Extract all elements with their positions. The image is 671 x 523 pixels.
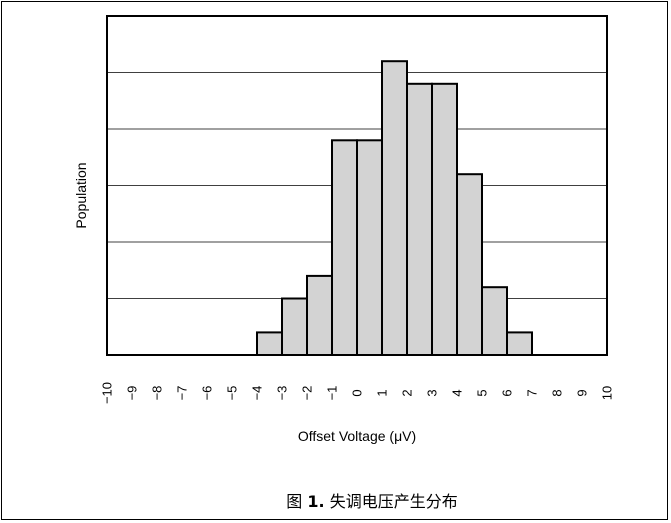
x-tick-label: −5 [225, 386, 240, 401]
x-tick-label: 1 [375, 389, 390, 396]
x-tick-label: −6 [200, 386, 215, 401]
bar [406, 82, 433, 357]
bar [506, 331, 533, 356]
x-tick-label: −4 [250, 386, 265, 401]
x-tick-label: 8 [550, 389, 565, 396]
y-axis-label: Population [73, 162, 89, 228]
x-tick-labels: −10 −9 −8 −7 −6 −5 −4 −3 −2 −1 0 1 2 3 4 5 6 7 8 9 10 [100, 382, 615, 404]
bars-group [256, 60, 533, 357]
caption-prefix: 图 [286, 492, 307, 511]
x-tick-label: 5 [475, 389, 490, 396]
bar [331, 139, 358, 356]
bar [481, 286, 508, 357]
x-tick-label: 4 [450, 389, 465, 396]
x-tick-label: 10 [600, 386, 615, 400]
x-tick-label: −8 [150, 386, 165, 401]
x-tick-label: −2 [300, 386, 315, 401]
x-tick-label: −7 [175, 386, 190, 401]
bar [281, 297, 308, 356]
bar [356, 139, 383, 356]
bar [456, 173, 483, 356]
x-tick-label: 2 [400, 389, 415, 396]
bar [381, 60, 408, 356]
x-tick-label: 0 [350, 389, 365, 396]
plot-area [106, 15, 608, 356]
x-tick-label: 3 [425, 389, 440, 396]
figure-caption: 图 1. 失调电压产生分布 [286, 492, 457, 511]
bar [256, 331, 283, 356]
x-tick-label: −1 [325, 386, 340, 401]
bar [306, 274, 333, 356]
x-tick-label: 9 [575, 389, 590, 396]
x-tick-label: −3 [275, 386, 290, 401]
x-tick-label: −10 [100, 382, 115, 404]
x-tick-label: 7 [525, 389, 540, 396]
caption-text: 失调电压产生分布 [325, 492, 458, 511]
caption-number: 1. [307, 492, 324, 511]
x-axis-label: Offset Voltage (μV) [298, 428, 416, 444]
x-tick-label: −9 [125, 386, 140, 401]
x-tick-label: 6 [500, 389, 515, 396]
bar [431, 82, 458, 357]
